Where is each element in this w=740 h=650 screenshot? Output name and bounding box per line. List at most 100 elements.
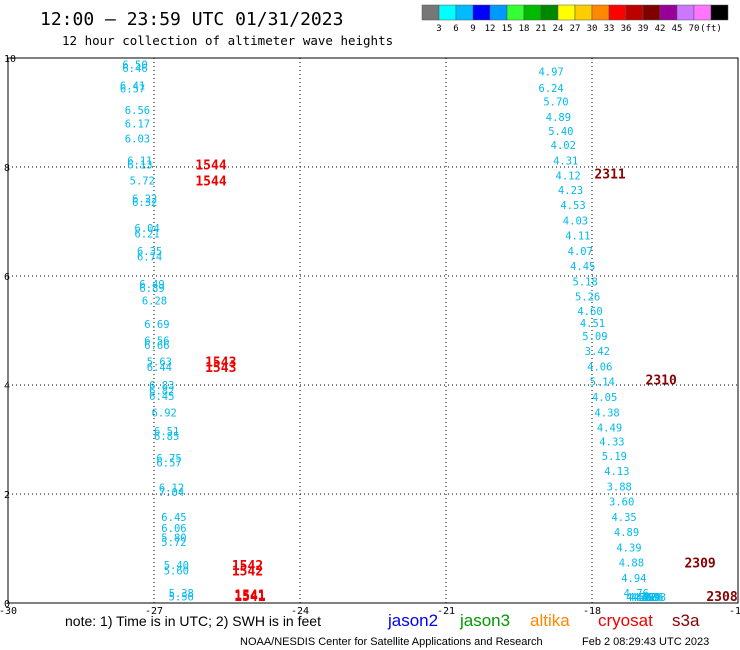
swh-value-label: 5.09 [582,331,607,343]
color-scale-label: 27 [570,24,581,34]
swh-value-label: 4.38 [594,407,619,419]
swh-value-label: 4.30 [629,592,654,604]
swh-value-label: 4.45 [570,261,595,273]
y-axis-ticks: 0 2 4 6 8 10 [4,54,16,610]
color-swatch [574,4,593,21]
color-swatch [472,4,491,21]
swh-value-label: 4.35 [611,512,636,524]
swh-value-label: 3.60 [609,497,634,509]
swh-value-label: 5.18 [573,276,598,288]
swh-value-label: 4.07 [568,246,593,258]
swh-value-label: 6.50 [122,60,147,72]
swh-value-label: 4.60 [577,306,602,318]
swh-value-label: 5.40 [548,126,573,138]
color-scale-label: 6 [453,24,458,34]
time-label: 2308 [706,590,737,605]
swh-value-label: 6.74 [137,251,162,263]
swh-value-label: 5.06 [638,592,663,604]
color-swatch [676,4,695,21]
color-scale-label: 18 [519,24,530,34]
color-scale-label: 45 [672,24,683,34]
swh-value-label: 6.83 [149,380,174,392]
color-scale-label: 70 [689,24,700,34]
color-scale-legend: 3 6 9 12 15 18 21 24 27 30 33 36 39 42 45 70 (ft) [421,4,729,34]
swh-value-label: 6.21 [135,228,160,240]
swh-value-label: 4.31 [553,155,578,167]
time-label: 1541 [234,588,265,603]
swh-value-label: 6.89 [139,283,164,295]
time-label: 1544 [195,175,226,190]
color-swatch [693,4,712,21]
swh-value-label: 6.66 [144,340,169,352]
satellite-legend-s3a: s3a [672,611,700,630]
footer-credit: NOAA/NESDIS Center for Satellite Applica… [240,636,543,648]
color-scale-label: 33 [604,24,615,34]
swh-value-label: 4.23 [558,185,583,197]
swh-value-label: 6.12 [159,482,184,494]
swh-value-label: 6.75 [156,453,181,465]
satellite-legend-cryosat: cryosat [598,611,653,630]
swh-value-label: 6.44 [147,362,172,374]
x-axis-ticks: -30 -27 -24 -21 -18 -15 [0,606,740,617]
swh-value-label: 5.38 [169,588,194,600]
page-subtitle: 12 hour collection of altimeter wave hei… [62,33,393,48]
swh-value-label: 5.19 [602,451,627,463]
time-label: 1542 [232,559,263,574]
swh-value-label: 6.17 [125,118,150,130]
swh-value-label: 4.02 [551,140,576,152]
color-scale-label: 15 [502,24,513,34]
time-label: 1542 [232,564,263,579]
swh-value-label: 6.45 [149,391,174,403]
color-swatch [710,4,729,21]
swh-value-label: 4.88 [619,558,644,570]
time-label: 2310 [646,374,677,389]
color-scale-label: 3 [436,24,441,34]
swh-value-label: 6.57 [156,457,181,469]
swh-value-label: 5.72 [161,537,186,549]
swh-value-label: 6.24 [538,83,563,95]
swh-value-label: 6.11 [127,155,152,167]
swh-value-label: 5.14 [590,377,615,389]
swh-value-label: 4.97 [538,67,563,79]
x-tick-label: -21 [437,606,455,617]
y-tick-label: 4 [4,381,10,392]
swh-value-label: 6.04 [135,223,160,235]
color-swatch [506,4,525,21]
swh-value-label: 5.63 [147,357,172,369]
color-swatch [608,4,627,21]
swh-value-label: 4.63 [633,592,658,604]
swh-value-label: 5.70 [543,97,568,109]
swh-value-label: 6.46 [122,63,147,75]
swh-value-label: 4.05 [592,392,617,404]
color-swatch [642,4,661,21]
color-scale-label: 12 [485,24,496,34]
swh-value-label: 7.04 [159,487,184,499]
time-label: 1544 [195,158,226,173]
swh-value-label: 5.60 [164,565,189,577]
swh-value-label: 4.89 [546,112,571,124]
swh-value-label: 4.89 [614,527,639,539]
color-scale-label: 9 [470,24,475,34]
swh-value-label: 6.06 [161,523,186,535]
x-tick-label: -27 [145,606,163,617]
color-scale-label: 30 [587,24,598,34]
swh-value-label: 4.53 [560,200,585,212]
swh-value-label: 6.69 [144,319,169,331]
satellite-legend-jason3: jason3 [459,611,510,630]
y-tick-label: 2 [4,490,10,501]
swh-value-label: 6.49 [139,279,164,291]
swh-value-label: 6.35 [137,246,162,258]
satellite-legend-altika: altika [530,611,570,630]
color-swatch [557,4,576,21]
color-swatch [489,4,508,21]
time-label: 1543 [205,361,236,376]
swh-value-label: 5.56 [169,591,194,603]
time-labels: 1544154415431543154215421541154123112310… [195,158,737,605]
color-swatch [455,4,474,21]
swh-value-label: 6.41 [120,80,145,92]
y-tick-label: 0 [4,599,10,610]
swh-value-label: 4.13 [604,466,629,478]
y-tick-label: 6 [4,272,10,283]
swh-value-label: 5.40 [164,560,189,572]
